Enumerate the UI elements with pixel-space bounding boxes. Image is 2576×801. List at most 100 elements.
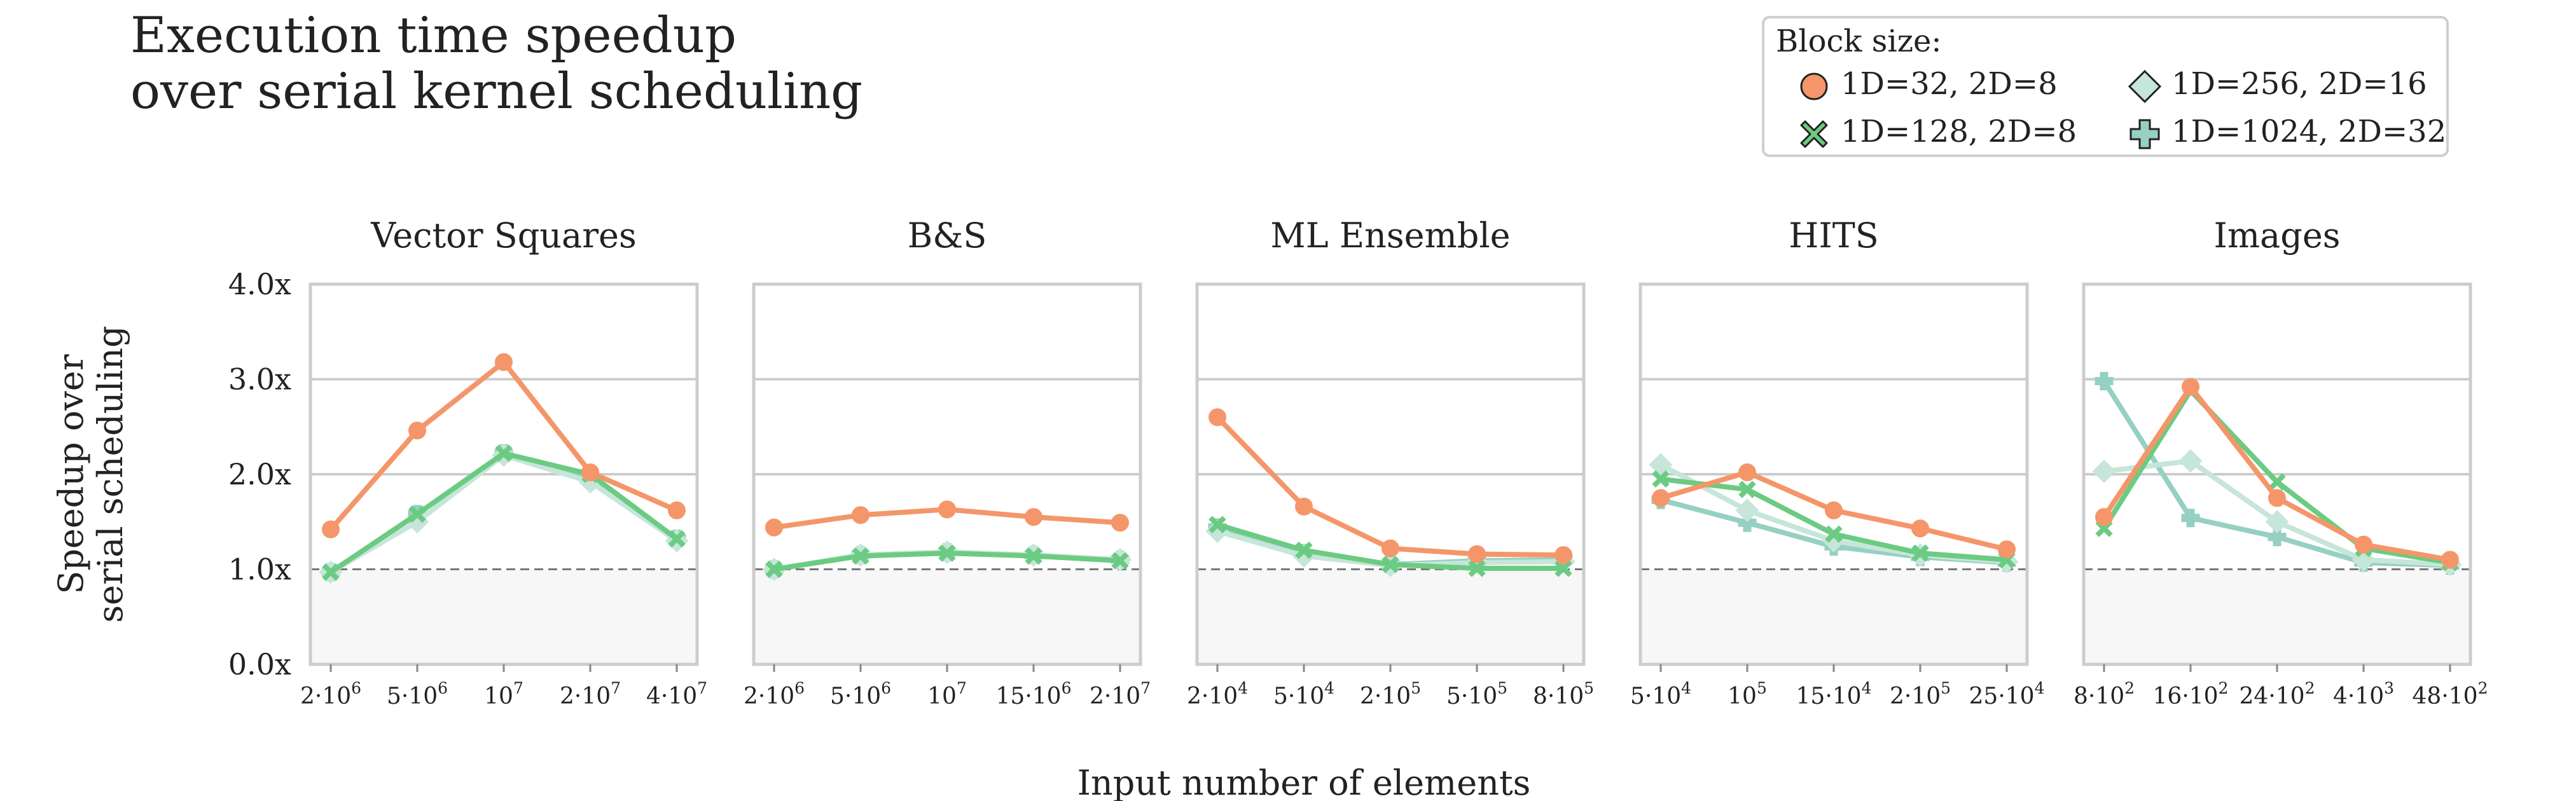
x-tick-label: 16·102 [2153,679,2229,709]
x-tick-exponent: 2 [2219,679,2229,697]
x-tick-base: 2·10 [1187,683,1238,709]
x-tick-label: 2·105 [1890,679,1951,709]
x-tick-label: 15·104 [1796,679,1872,709]
x-tick-label: 15·106 [996,679,1072,709]
x-tick-exponent: 5 [1411,679,1421,697]
x-tick-exponent: 6 [881,679,891,697]
x-tick-exponent: 4 [1324,679,1334,697]
data-point-x [765,560,783,578]
x-tick-exponent: 4 [2035,679,2045,697]
legend-label: 1D=32, 2D=8 [1841,66,2058,102]
data-point-circle [1111,514,1129,532]
x-tick-label: 107 [484,679,523,709]
below-baseline-shade [754,569,1140,664]
x-tick-base: 10 [1728,683,1757,709]
x-tick-base: 25·10 [1969,683,2035,709]
x-tick-label: 8·102 [2074,679,2135,709]
data-point-plus [1738,513,1757,532]
legend-title: Block size: [1776,24,1942,59]
data-point-x [1738,481,1756,498]
x-tick-exponent: 4 [1238,679,1248,697]
data-point-x [1911,544,1929,562]
panel-title: Images [2214,216,2341,256]
x-tick-base: 5·10 [1630,683,1681,709]
data-point-circle [322,520,340,538]
x-tick-base: 48·10 [2413,683,2478,709]
data-point-circle [1381,539,1399,558]
x-tick-exponent: 5 [1497,679,1507,697]
chart-title: Execution time speedup over serial kerne… [130,8,862,120]
data-point-x [938,544,956,562]
data-point-circle [1208,408,1226,427]
x-tick-base: 8·10 [1533,683,1584,709]
x-marker-icon [1800,120,1828,148]
x-tick-exponent: 6 [794,679,805,697]
x-tick-label: 105 [1728,679,1767,709]
x-tick-base: 4·10 [646,683,697,709]
plus-marker-icon [2129,119,2160,149]
x-tick-base: 15·10 [1796,683,1862,709]
data-point-circle [2268,489,2286,507]
data-point-plus [2095,371,2114,390]
x-tick-base: 5·10 [1273,683,1324,709]
legend-label: 1D=1024, 2D=32 [2171,114,2447,149]
data-point-circle [1295,497,1313,516]
data-point-circle [1555,546,1572,565]
legend-label: 1D=256, 2D=16 [2171,66,2427,102]
below-baseline-shade [1640,569,2027,664]
data-point-x [668,530,686,548]
x-tick-exponent: 5 [1584,679,1594,697]
x-tick-base: 15·10 [996,683,1062,709]
data-point-circle [852,506,869,524]
legend-label: 1D=128, 2D=8 [1841,114,2077,149]
x-tick-exponent: 7 [611,679,621,697]
x-tick-label: 48·102 [2413,679,2488,709]
x-tick-exponent: 5 [1941,679,1951,697]
x-tick-base: 2·10 [560,683,611,709]
x-tick-exponent: 7 [513,679,523,697]
x-tick-exponent: 3 [2384,679,2394,697]
x-tick-label: 2·107 [560,679,621,709]
x-tick-exponent: 7 [1140,679,1151,697]
data-point-diamond [2265,510,2289,534]
panel-title: HITS [1789,216,1878,256]
x-tick-label: 5·106 [387,679,448,709]
x-tick-exponent: 6 [438,679,448,697]
diamond-marker-icon [2128,69,2162,104]
x-tick-label: 8·105 [1533,679,1594,709]
y-tick-label: 3.0x [228,362,291,397]
data-point-circle [1998,540,2016,559]
x-tick-base: 2·10 [1890,683,1941,709]
data-point-x [1381,556,1399,573]
data-point-x [1825,525,1843,543]
data-point-x [1555,559,1572,577]
data-point-circle [765,518,783,537]
data-point-circle [938,500,956,519]
x-tick-base: 24·10 [2240,683,2305,709]
data-point-plus [2181,509,2200,528]
x-tick-label: 5·104 [1630,679,1691,709]
below-baseline-shade [1197,569,1584,664]
x-tick-label: 4·107 [646,679,707,709]
x-tick-label: 2·106 [300,679,361,709]
y-tick-label: 2.0x [228,457,291,491]
x-tick-exponent: 2 [2305,679,2315,697]
x-tick-label: 5·106 [830,679,891,709]
chart-title-line2: over serial kernel scheduling [130,63,863,120]
x-tick-exponent: 6 [351,679,361,697]
data-point-diamond [2092,460,2116,483]
data-point-x [1652,470,1670,488]
x-tick-base: 5·10 [830,683,881,709]
data-point-x [408,505,426,523]
x-tick-base: 16·10 [2153,683,2219,709]
data-point-x [1111,552,1129,570]
x-tick-base: 2·10 [1090,683,1140,709]
x-tick-label: 2·104 [1187,679,1248,709]
x-tick-exponent: 4 [1681,679,1691,697]
x-tick-exponent: 7 [697,679,707,697]
x-tick-base: 10 [927,683,957,709]
data-point-circle [1911,519,1929,538]
y-axis-label: Speedup overserial scheduling [51,325,130,622]
chart-title-line1: Execution time speedup [130,7,737,64]
